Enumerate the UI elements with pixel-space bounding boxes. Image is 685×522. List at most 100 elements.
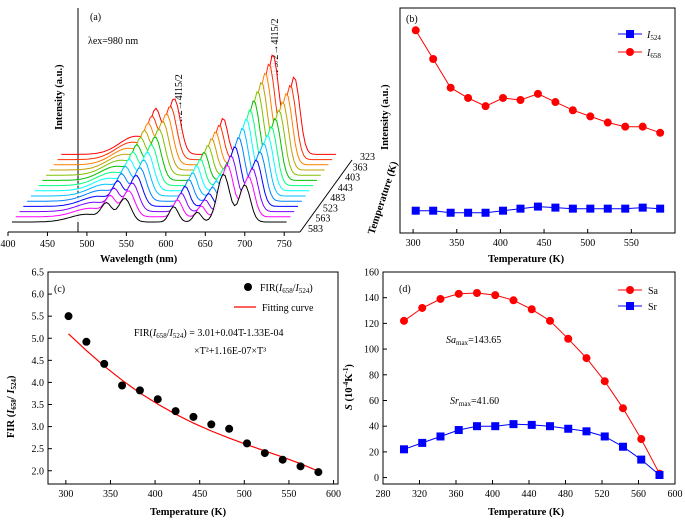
d-point-Sa [564, 334, 573, 343]
a-x-tick-label: 400 [1, 239, 16, 250]
d-x-tick-label: 480 [558, 489, 573, 500]
b-point-I524 [656, 204, 665, 213]
b-point-I658 [429, 55, 438, 63]
d-point-Sr [545, 422, 554, 431]
b-point-I524 [551, 203, 560, 212]
panel-b-legend: I524 I658 [618, 30, 661, 60]
d-point-Sr [582, 427, 591, 436]
panel-d-sr-annotation: Srmax=41.60 [450, 396, 499, 408]
c-y-tick-label: 3.5 [32, 400, 45, 411]
b-point-I524 [586, 204, 595, 213]
legend-sr-text: Sr [648, 302, 658, 313]
panel-b-x-label: Temperature (K) [488, 254, 565, 265]
b-point-I524 [499, 206, 508, 215]
b-point-I524 [638, 203, 647, 212]
b-point-I658 [516, 96, 525, 104]
b-point-I658 [533, 89, 542, 98]
b-point-I524 [533, 202, 542, 211]
a-x-tick-label: 600 [158, 239, 173, 250]
a-temperature-tick-label: 523 [323, 203, 338, 214]
panel-a-peak-label-green: 2H11/2→4I15/2 [174, 74, 185, 140]
b-point-I524 [568, 204, 577, 213]
d-point-Sa [545, 316, 554, 325]
b-point-I658 [621, 122, 630, 131]
b-point-I524 [481, 208, 490, 217]
c-y-tick-label: 6.0 [32, 290, 45, 301]
c-data-point [82, 337, 91, 346]
c-y-tick-label: 5.5 [32, 312, 45, 323]
d-point-Sr [436, 432, 445, 441]
panel-a-y-label: Intensity (a.u.) [54, 64, 65, 130]
c-data-point [118, 381, 127, 390]
a-temperature-tick-label: 563 [315, 214, 330, 225]
d-y-tick-label: 100 [364, 345, 379, 356]
c-y-tick-label: 5.0 [32, 334, 45, 345]
d-x-tick-label: 600 [668, 489, 683, 500]
d-point-Sr [472, 422, 481, 431]
b-point-I658 [411, 26, 420, 35]
d-point-Sa [527, 305, 536, 314]
a-x-tick-label: 750 [277, 239, 292, 250]
panel-b-label: (b) [406, 14, 418, 25]
c-x-tick-label: 400 [148, 489, 163, 500]
panel-c-x-label: Temperature (K) [150, 507, 227, 518]
d-x-tick-label: 560 [631, 489, 646, 500]
c-y-tick-label: 2.0 [32, 466, 45, 477]
d-y-tick-label: 60 [369, 396, 379, 407]
d-y-tick-label: 80 [369, 370, 379, 381]
c-data-point [225, 424, 234, 433]
c-data-point [189, 412, 198, 421]
d-y-tick-label: 0 [374, 473, 379, 484]
panel-d-series [399, 289, 664, 480]
panel-c-y-label: FIR (I658/ I524) [6, 375, 18, 438]
d-x-tick-label: 360 [449, 489, 464, 500]
panel-b: (b) Intensity (a.u.) Temperature (K) 300… [380, 7, 676, 265]
d-point-Sr [509, 420, 518, 429]
c-x-tick-label: 550 [281, 489, 296, 500]
panel-a: (a) λex=980 nm Intensity (a.u.) Waveleng… [1, 8, 401, 265]
b-x-tick-label: 550 [624, 238, 639, 249]
c-data-point [260, 449, 269, 458]
b-point-I524 [411, 206, 420, 215]
c-x-tick-label: 300 [58, 489, 73, 500]
d-point-Sr [600, 432, 609, 441]
c-x-tick-label: 350 [103, 489, 118, 500]
b-point-I658 [638, 122, 647, 131]
legend-sa-marker [626, 286, 634, 294]
d-point-Sa [600, 377, 609, 386]
c-data-point [153, 395, 162, 404]
panel-c-equation-line1: FIR(I658/I524) = 3.01+0.04T-1.33E-04 [134, 328, 283, 340]
panel-d-y-label: S (10-4K-1) [342, 364, 355, 410]
d-point-Sr [454, 426, 463, 435]
panel-c-fit-curve [68, 333, 319, 472]
d-point-Sr [399, 445, 408, 454]
legend-i524-text: I524 [646, 30, 661, 42]
d-point-Sa [454, 289, 463, 298]
a-x-tick-label: 500 [79, 239, 94, 250]
panel-b-series [411, 26, 665, 217]
legend-fir-text: FIR(I658/I524) [260, 283, 313, 295]
b-point-I524 [464, 208, 473, 217]
b-point-I658 [586, 112, 595, 121]
panel-d-ticks: 280 320 360 400 440 480 520 560 600 0 20 40 60 80 100 1… [364, 268, 683, 501]
panel-d-x-label: Temperature (K) [488, 507, 565, 518]
c-data-point [64, 312, 73, 321]
a-x-tick-label: 450 [40, 239, 55, 250]
c-data-point [296, 462, 305, 471]
d-y-tick-label: 120 [364, 319, 379, 330]
a-temperature-tick-label: 483 [330, 193, 345, 204]
c-data-point [242, 439, 251, 448]
panel-a-x-label: Wavelength (nm) [100, 254, 178, 265]
panel-a-z-label: Temperature (K) [366, 160, 400, 236]
panel-a-excitation-label: λex=980 nm [88, 36, 138, 47]
panel-c: (c) FIR (I658/ I524) Temperature (K) 300… [6, 268, 341, 519]
c-y-tick-label: 2.5 [32, 444, 45, 455]
c-y-tick-label: 4.5 [32, 356, 45, 367]
c-data-point [314, 468, 323, 477]
panel-b-x-ticks: 300 350 400 450 500 550 [406, 229, 639, 249]
b-line-I658 [415, 30, 661, 134]
b-x-tick-label: 500 [580, 238, 595, 249]
a-x-tick-label: 700 [237, 239, 252, 250]
